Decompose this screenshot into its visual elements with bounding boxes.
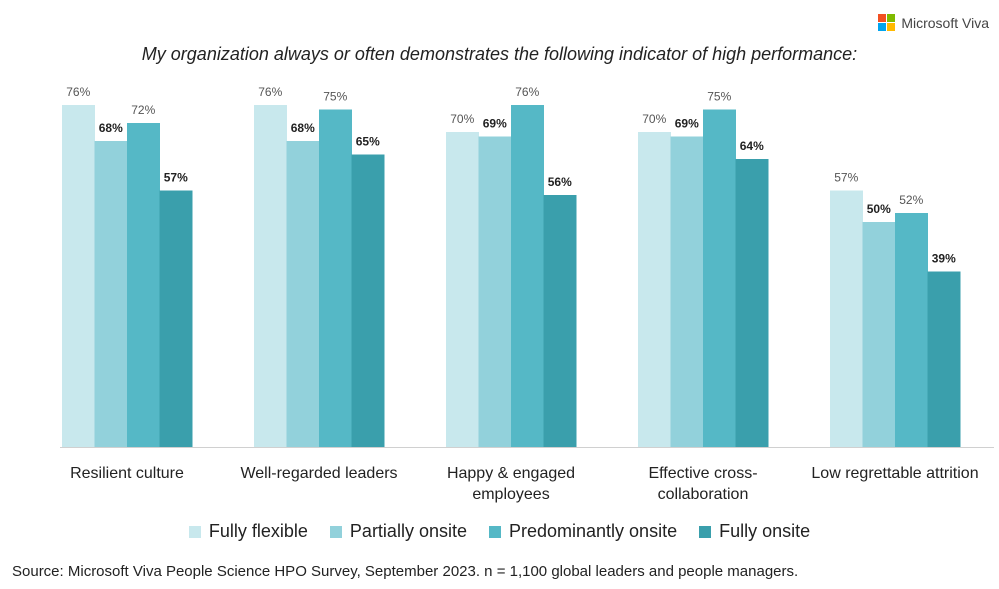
legend-label: Partially onsite: [349, 521, 467, 541]
data-label: 57%: [834, 171, 858, 185]
legend-label: Fully onsite: [719, 521, 811, 541]
bar: [895, 213, 928, 447]
category-label: Happy & engaged: [447, 465, 575, 482]
bar: [254, 105, 287, 447]
bar: [638, 132, 671, 447]
data-label: 65%: [356, 135, 380, 149]
legend-label: Fully flexible: [208, 521, 308, 541]
bar: [286, 141, 320, 447]
data-label: 57%: [164, 171, 188, 185]
bar: [159, 190, 193, 447]
legend-item: Partially onsite: [329, 521, 467, 542]
legend-item: Predominantly onsite: [488, 521, 678, 542]
data-label: 39%: [932, 252, 956, 266]
bar-chart: 76% 68% 72% 57% Resilient culture 76% 68% 75% 65…: [60, 85, 994, 503]
legend-label: Predominantly onsite: [508, 521, 678, 541]
data-label: 56%: [548, 175, 572, 189]
bar: [927, 271, 961, 447]
data-label: 69%: [675, 117, 699, 131]
category-label: employees: [472, 486, 549, 503]
data-label: 76%: [258, 85, 282, 99]
bar: [478, 136, 512, 447]
bar: [862, 222, 896, 447]
chart-legend: Fully flexible Partially onsite Predominan…: [0, 521, 999, 542]
data-label: 68%: [99, 121, 123, 135]
chart-title: My organization always or often demonstr…: [141, 44, 858, 64]
category-label: Well-regarded leaders: [240, 465, 397, 482]
bar: [703, 109, 736, 447]
data-label: 52%: [899, 193, 923, 207]
bar: [511, 105, 544, 447]
category-label: Low regrettable attrition: [811, 465, 978, 482]
bar: [62, 105, 95, 447]
data-label: 75%: [323, 90, 347, 104]
bar: [127, 123, 160, 447]
data-label: 70%: [450, 112, 474, 126]
microsoft-viva-logo: Microsoft Viva: [878, 14, 989, 31]
legend-item: Fully onsite: [699, 521, 810, 542]
logo-square-yellow: [887, 23, 896, 31]
data-label: 76%: [515, 85, 539, 99]
category-label: collaboration: [658, 486, 749, 503]
bar: [446, 132, 479, 447]
data-label: 64%: [740, 139, 764, 153]
legend-swatch: [488, 525, 501, 538]
bar: [543, 195, 577, 447]
data-label: 75%: [707, 90, 731, 104]
bar: [351, 154, 385, 447]
data-label: 69%: [483, 117, 507, 131]
legend-swatch: [699, 525, 712, 538]
category-label: Resilient culture: [70, 465, 184, 482]
data-label: 70%: [642, 112, 666, 126]
data-label: 50%: [867, 202, 891, 216]
brand-name: Microsoft Viva: [901, 14, 989, 31]
legend-swatch: [329, 525, 342, 538]
logo-square-red: [878, 14, 887, 22]
bar: [94, 141, 128, 447]
bar: [830, 190, 863, 447]
logo-square-blue: [878, 23, 887, 31]
data-label: 72%: [131, 103, 155, 117]
data-label: 76%: [66, 85, 90, 99]
legend-item: Fully flexible: [188, 521, 308, 542]
bar: [735, 159, 769, 447]
source-note: Source: Microsoft Viva People Science HP…: [12, 563, 799, 580]
microsoft-logo-icon: [878, 14, 896, 31]
category-label: Effective cross-: [648, 465, 757, 482]
data-label: 68%: [291, 121, 315, 135]
bar: [670, 136, 704, 447]
logo-square-green: [887, 14, 896, 22]
legend-swatch: [188, 525, 201, 538]
bar: [319, 109, 352, 447]
